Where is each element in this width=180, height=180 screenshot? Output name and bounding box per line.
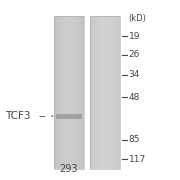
Bar [101, 16, 102, 169]
Bar [114, 16, 115, 169]
Text: TCF3: TCF3 [5, 111, 31, 121]
Bar [117, 16, 118, 169]
Bar [54, 16, 55, 169]
Bar [55, 16, 56, 169]
Text: 117: 117 [129, 155, 146, 164]
Text: (kD): (kD) [129, 14, 147, 23]
Bar [68, 16, 69, 169]
Bar [62, 16, 63, 169]
Bar [112, 16, 113, 169]
Bar [75, 16, 76, 169]
Bar [106, 16, 107, 169]
Bar [91, 16, 92, 169]
Bar [56, 16, 57, 169]
Bar [71, 16, 72, 169]
Bar [90, 16, 120, 169]
Bar [65, 16, 66, 169]
Bar [56, 114, 82, 119]
Bar [77, 16, 78, 169]
Bar [105, 16, 106, 169]
Bar [82, 16, 83, 169]
Bar [104, 16, 105, 169]
Bar [60, 16, 61, 169]
Bar [73, 16, 74, 169]
Bar [115, 16, 116, 169]
Bar [119, 16, 120, 169]
Bar [100, 16, 101, 169]
Bar [98, 16, 99, 169]
Text: --: -- [39, 111, 46, 121]
Text: 19: 19 [129, 31, 140, 40]
Bar [90, 16, 91, 169]
Bar [93, 16, 94, 169]
Bar [58, 16, 59, 169]
Bar [97, 16, 98, 169]
Bar [94, 16, 95, 169]
Bar [72, 16, 73, 169]
Bar [99, 16, 100, 169]
Bar [66, 16, 67, 169]
Bar [108, 16, 109, 169]
Bar [54, 16, 84, 169]
Bar [76, 16, 77, 169]
Bar [74, 16, 75, 169]
Bar [102, 16, 103, 169]
Bar [107, 16, 108, 169]
Bar [70, 16, 71, 169]
Bar [111, 16, 112, 169]
Bar [95, 16, 96, 169]
Bar [59, 16, 60, 169]
Bar [92, 16, 93, 169]
Text: 85: 85 [129, 135, 140, 144]
Text: 293: 293 [60, 164, 78, 174]
Bar [81, 16, 82, 169]
Bar [116, 16, 117, 169]
Bar [78, 16, 79, 169]
Bar [69, 16, 70, 169]
Bar [103, 16, 104, 169]
Bar [61, 16, 62, 169]
Bar [67, 16, 68, 169]
Bar [63, 16, 64, 169]
Bar [96, 16, 97, 169]
Bar [79, 16, 80, 169]
Bar [83, 16, 84, 169]
Bar [109, 16, 110, 169]
Bar [57, 16, 58, 169]
Bar [113, 16, 114, 169]
Bar [64, 16, 65, 169]
Bar [110, 16, 111, 169]
Bar [80, 16, 81, 169]
Bar [118, 16, 119, 169]
Text: 48: 48 [129, 93, 140, 102]
Text: 26: 26 [129, 50, 140, 59]
Text: 34: 34 [129, 70, 140, 79]
